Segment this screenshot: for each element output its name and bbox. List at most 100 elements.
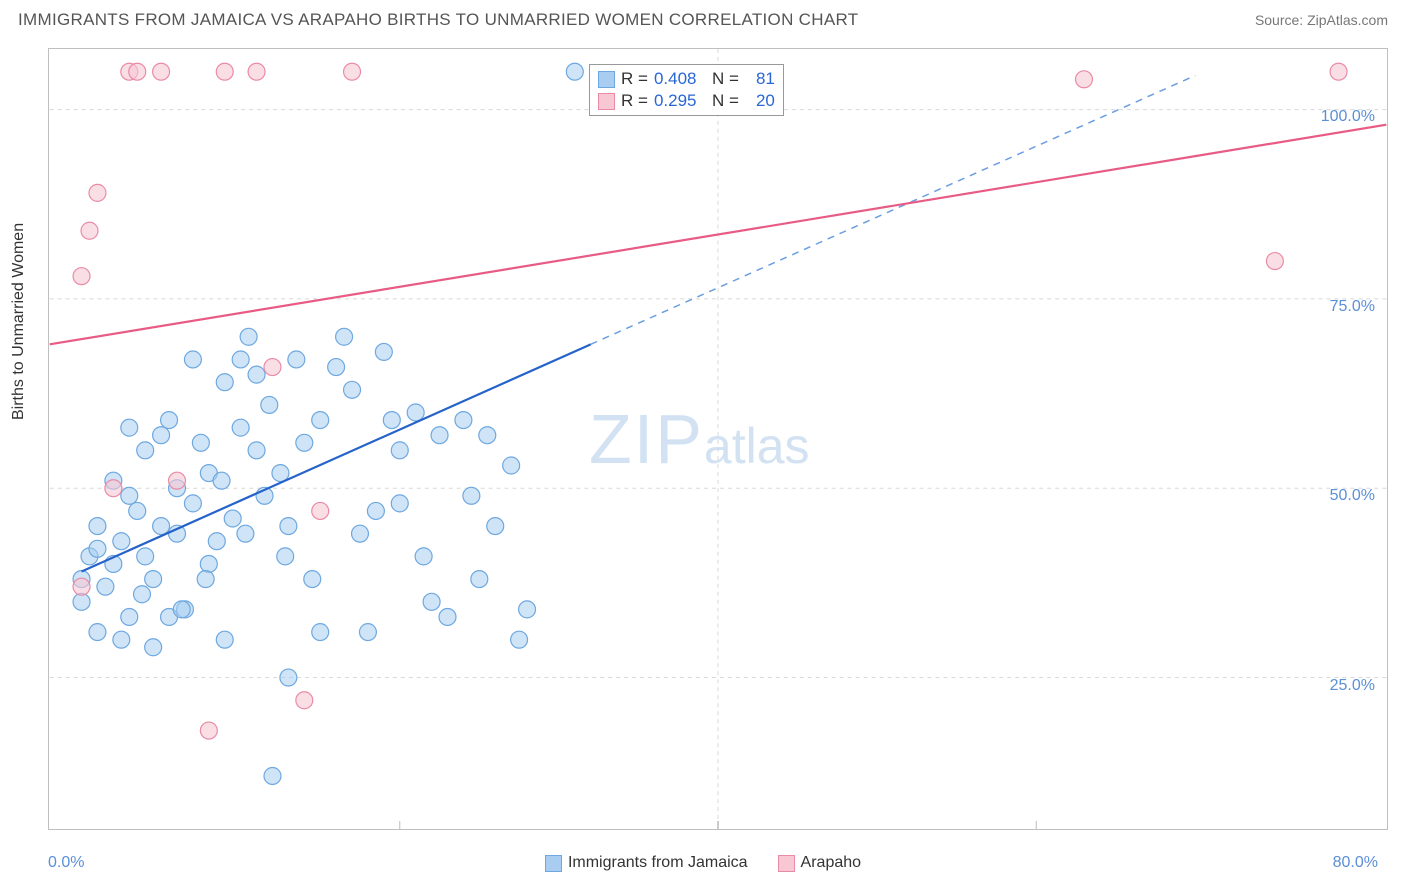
data-point: [328, 359, 345, 376]
data-point: [248, 63, 265, 80]
trend-line: [50, 125, 1387, 345]
data-point: [296, 692, 313, 709]
legend-label: Arapaho: [801, 854, 862, 872]
data-point: [375, 343, 392, 360]
data-point: [367, 502, 384, 519]
data-point: [503, 457, 520, 474]
data-point: [264, 359, 281, 376]
data-point: [129, 63, 146, 80]
data-point: [73, 578, 90, 595]
data-point: [383, 412, 400, 429]
data-point: [304, 571, 321, 588]
data-point: [161, 412, 178, 429]
data-point: [89, 540, 106, 557]
data-point: [1330, 63, 1347, 80]
data-point: [73, 268, 90, 285]
data-point: [173, 601, 190, 618]
data-point: [213, 472, 230, 489]
data-point: [264, 768, 281, 785]
data-point: [216, 631, 233, 648]
data-point: [200, 555, 217, 572]
n-value: 81: [745, 68, 775, 90]
legend-swatch: [545, 855, 562, 872]
data-point: [137, 442, 154, 459]
data-point: [89, 518, 106, 535]
data-point: [113, 533, 130, 550]
data-point: [137, 548, 154, 565]
chart-header: IMMIGRANTS FROM JAMAICA VS ARAPAHO BIRTH…: [18, 10, 1388, 30]
data-point: [145, 639, 162, 656]
data-point: [487, 518, 504, 535]
data-point: [336, 328, 353, 345]
data-point: [240, 328, 257, 345]
data-point: [121, 608, 138, 625]
legend-swatch: [778, 855, 795, 872]
data-point: [81, 222, 98, 239]
data-point: [121, 487, 138, 504]
data-point: [113, 631, 130, 648]
legend-swatch: [598, 93, 615, 110]
data-point: [312, 412, 329, 429]
data-point: [192, 434, 209, 451]
data-point: [145, 571, 162, 588]
data-point: [344, 63, 361, 80]
data-point: [1266, 253, 1283, 270]
n-prefix: N =: [712, 90, 739, 112]
n-value: 20: [745, 90, 775, 112]
data-point: [1075, 71, 1092, 88]
data-point: [312, 502, 329, 519]
chart-plot-area: R =0.408N =81R =0.295N =20 ZIPatlas 25.0…: [48, 48, 1388, 830]
data-point: [463, 487, 480, 504]
data-point: [296, 434, 313, 451]
source-name: ZipAtlas.com: [1307, 12, 1388, 28]
data-point: [216, 374, 233, 391]
data-point: [344, 381, 361, 398]
data-point: [134, 586, 151, 603]
data-point: [415, 548, 432, 565]
data-point: [248, 442, 265, 459]
r-prefix: R =: [621, 90, 648, 112]
series-legend: Immigrants from Jamaica Arapaho: [0, 854, 1406, 872]
data-point: [232, 419, 249, 436]
data-point: [73, 593, 90, 610]
data-point: [248, 366, 265, 383]
correlation-legend-row: R = 0.295 N = 20: [598, 90, 775, 112]
data-point: [312, 624, 329, 641]
chart-title: IMMIGRANTS FROM JAMAICA VS ARAPAHO BIRTH…: [18, 10, 858, 30]
data-point: [407, 404, 424, 421]
n-prefix: N =: [712, 68, 739, 90]
data-point: [277, 548, 294, 565]
y-tick-label: 50.0%: [1330, 487, 1375, 505]
y-tick-label: 75.0%: [1330, 298, 1375, 316]
data-point: [519, 601, 536, 618]
data-point: [261, 396, 278, 413]
data-point: [511, 631, 528, 648]
source-attribution: Source: ZipAtlas.com: [1255, 12, 1388, 28]
data-point: [184, 351, 201, 368]
data-point: [224, 510, 241, 527]
correlation-legend: R = 0.408 N = 81R = 0.295 N = 20: [589, 64, 784, 116]
data-point: [208, 533, 225, 550]
data-point: [288, 351, 305, 368]
data-point: [153, 63, 170, 80]
data-point: [431, 427, 448, 444]
y-axis-title: Births to Unmarried Women: [10, 223, 28, 420]
legend-item: Immigrants from Jamaica: [545, 854, 748, 872]
data-point: [439, 608, 456, 625]
data-point: [232, 351, 249, 368]
data-point: [352, 525, 369, 542]
data-point: [169, 525, 186, 542]
r-value: 0.295: [654, 90, 706, 112]
data-point: [237, 525, 254, 542]
data-point: [391, 495, 408, 512]
data-point: [471, 571, 488, 588]
data-point: [566, 63, 583, 80]
data-point: [97, 578, 114, 595]
data-point: [423, 593, 440, 610]
data-point: [455, 412, 472, 429]
r-value: 0.408: [654, 68, 706, 90]
data-point: [153, 518, 170, 535]
legend-item: Arapaho: [778, 854, 862, 872]
data-point: [105, 480, 122, 497]
data-point: [280, 518, 297, 535]
